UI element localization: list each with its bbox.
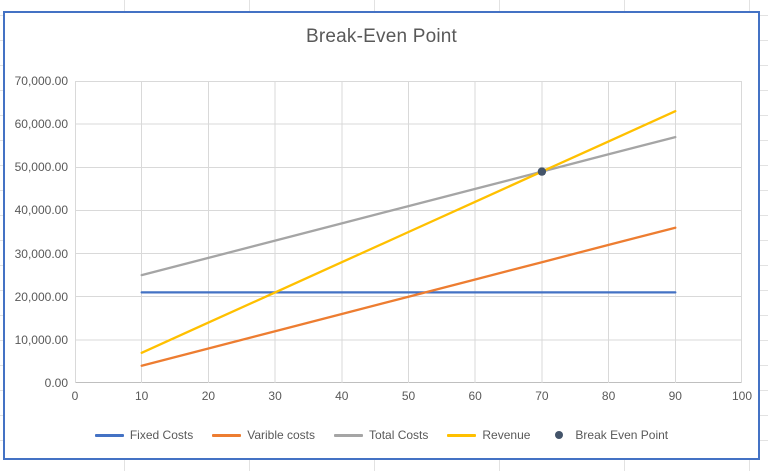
x-tick-label: 90 [668, 389, 682, 403]
break-even-chart[interactable]: Break-Even Point 0.00 10,000.00 20,000.00 3… [3, 11, 760, 460]
legend-item-fixed-costs[interactable]: Fixed Costs [94, 428, 194, 442]
y-tick-label: 40,000.00 [14, 203, 68, 218]
y-tick-label: 50,000.00 [14, 160, 68, 175]
series-line-total-costs[interactable] [140, 135, 677, 277]
x-tick-label: 0 [71, 389, 79, 403]
legend-line-swatch [94, 433, 124, 437]
series-line-revenue[interactable] [140, 110, 677, 354]
legend-label: Total Costs [369, 428, 429, 442]
legend-item-break-even-point[interactable]: Break Even Point [549, 428, 668, 442]
y-tick-label: 10,000.00 [14, 332, 68, 347]
series-line-varible-costs[interactable] [140, 226, 677, 367]
x-tick-label: 20 [201, 389, 216, 403]
marker-break-even-point[interactable] [537, 167, 547, 176]
plot-area [75, 81, 742, 383]
legend-item-revenue[interactable]: Revenue [447, 428, 530, 442]
legend-label: Revenue [482, 428, 531, 442]
chart-legend: Fixed Costs Varible costs Total Costs Reven… [5, 428, 758, 442]
x-tick-label: 60 [468, 389, 482, 403]
y-tick-label: 20,000.00 [14, 289, 68, 304]
x-tick-label: 100 [731, 389, 753, 403]
legend-line-swatch [334, 433, 364, 437]
legend-label: Break Even Point [575, 428, 669, 442]
legend-line-swatch [447, 433, 477, 437]
chart-title: Break-Even Point [305, 26, 458, 47]
legend-item-varible-costs[interactable]: Varible costs [212, 428, 315, 442]
x-tick-label: 10 [135, 389, 149, 403]
legend-line-swatch [212, 433, 242, 437]
y-tick-label: 60,000.00 [14, 117, 68, 132]
legend-item-total-costs[interactable]: Total Costs [334, 428, 428, 442]
y-tick-label: 0.00 [44, 376, 68, 390]
legend-label: Fixed Costs [129, 428, 194, 442]
x-tick-label: 30 [268, 389, 282, 403]
x-tick-label: 40 [335, 389, 349, 403]
legend-label: Varible costs [247, 428, 316, 442]
y-tick-label: 70,000.00 [14, 74, 68, 88]
y-tick-label: 30,000.00 [14, 246, 68, 261]
legend-dot-swatch [555, 431, 564, 439]
x-tick-label: 50 [401, 389, 416, 403]
x-tick-label: 80 [601, 389, 616, 403]
x-tick-label: 70 [535, 389, 549, 403]
